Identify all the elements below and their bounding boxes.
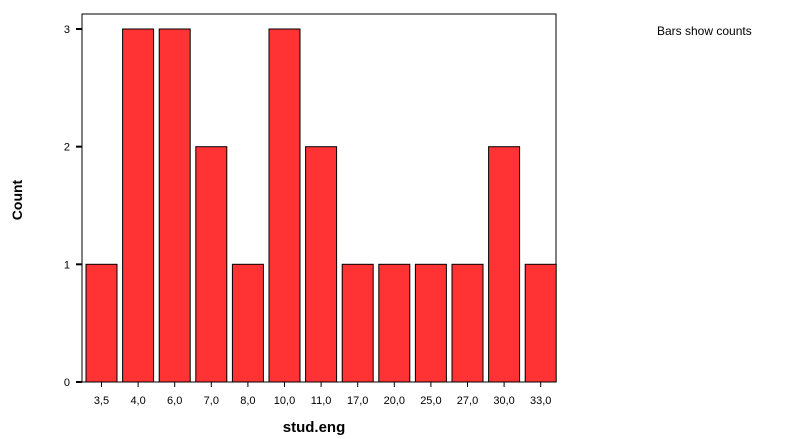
chart-note: Bars show counts — [657, 24, 752, 38]
bar-30,0 — [488, 146, 521, 383]
x-axis-title: stud.eng — [283, 419, 346, 436]
x-tick-label: 20,0 — [384, 395, 405, 407]
y-axis-title: Count — [9, 179, 25, 220]
bar-25,0 — [414, 263, 447, 383]
bar-8,0 — [231, 263, 264, 383]
bar-6,0 — [158, 28, 191, 383]
x-tick-label: 30,0 — [493, 395, 514, 407]
bar-11,0 — [305, 146, 338, 383]
x-tick-label: 25,0 — [420, 395, 441, 407]
y-tick-label: 3 — [64, 24, 70, 36]
bar-27,0 — [451, 263, 484, 383]
x-tick-label: 10,0 — [274, 395, 295, 407]
y-tick-label: 2 — [64, 142, 70, 154]
x-tick-label: 17,0 — [347, 395, 368, 407]
x-tick-label: 33,0 — [530, 395, 551, 407]
x-tick-label: 27,0 — [457, 395, 478, 407]
bar-33,0 — [524, 263, 557, 383]
x-tick-label: 4,0 — [130, 395, 145, 407]
x-tick-label: 8,0 — [240, 395, 255, 407]
y-tick-label: 1 — [64, 259, 70, 271]
bar-4,0 — [122, 28, 155, 383]
bar-3,5 — [85, 263, 118, 383]
x-tick-label: 6,0 — [167, 395, 182, 407]
x-tick-label: 7,0 — [204, 395, 219, 407]
y-tick-label: 0 — [64, 377, 70, 389]
bars-group — [85, 28, 557, 383]
y-axis: 0 1 2 3 — [64, 24, 82, 389]
bar-7,0 — [195, 146, 228, 383]
x-tick-label: 11,0 — [311, 395, 332, 407]
bar-20,0 — [378, 263, 411, 383]
bar-17,0 — [341, 263, 374, 383]
x-axis: 3,5 4,0 6,0 7,0 8,0 10,0 11,0 17,0 20,0 25,0 27,0 3… — [94, 382, 551, 407]
bar-10,0 — [268, 28, 301, 383]
x-tick-label: 3,5 — [94, 395, 109, 407]
